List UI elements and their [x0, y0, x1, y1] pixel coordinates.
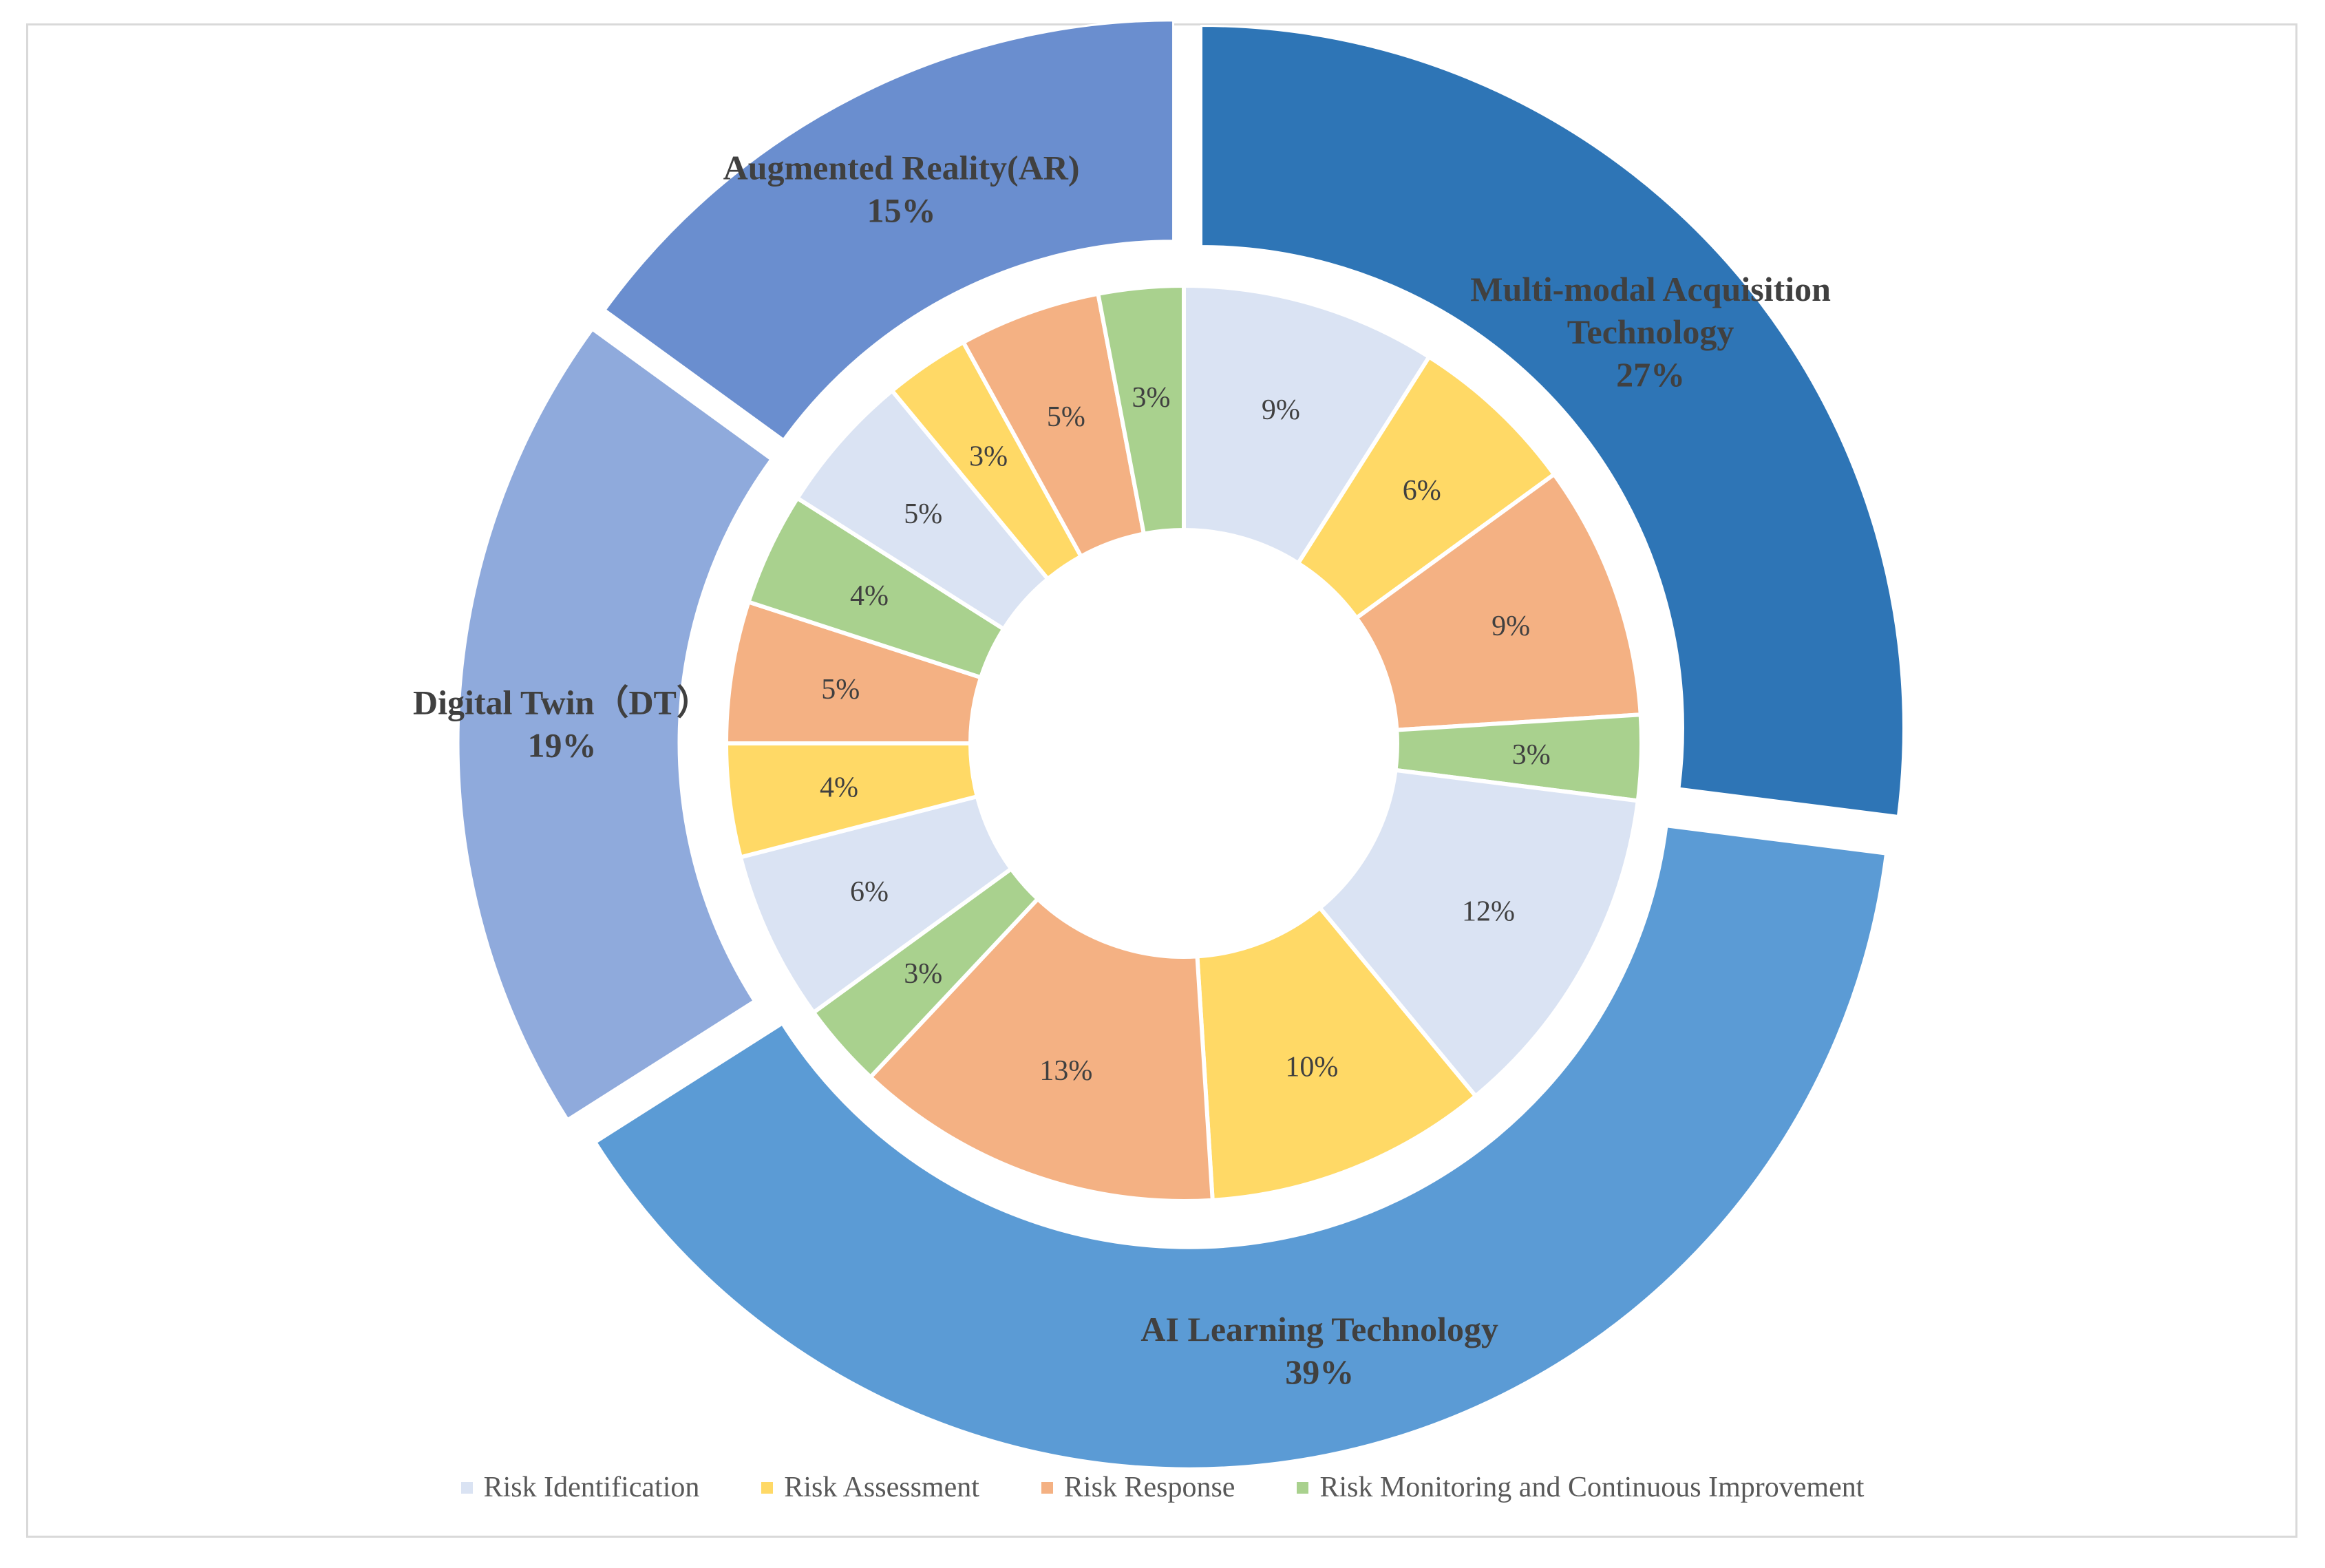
inner-slice-label: 5% [821, 674, 860, 706]
inner-slice-ai-learning-technology-risk-response [867, 896, 1215, 1204]
outer-slice-multi-modal-acquisition-technology [1200, 25, 1904, 818]
legend-item-risk-assessment: Risk Assessment [761, 1471, 979, 1504]
inner-slice-label: 4% [850, 580, 889, 612]
inner-slice-augmented-reality-ar-risk-monitoring-and-continuous-improvement [1095, 283, 1186, 536]
inner-slice-label: 3% [969, 441, 1008, 472]
inner-slice-label: 6% [1403, 475, 1441, 507]
legend-label: Risk Assessment [784, 1472, 979, 1503]
legend-item-risk-identification: Risk Identification [460, 1471, 700, 1504]
outer-slice-digital-twin-dt [457, 328, 772, 1121]
legend-swatch-risk-identification [460, 1481, 473, 1494]
inner-slice-multi-modal-acquisition-technology-risk-identification [1182, 283, 1432, 566]
legend-swatch-risk-assessment [761, 1481, 774, 1494]
inner-slice-ai-learning-technology-risk-identification [1317, 767, 1641, 1099]
outer-slice-percent: 27% [1616, 355, 1685, 394]
legend-label: Risk Identification [483, 1472, 700, 1503]
inner-slice-label: 4% [820, 772, 858, 803]
outer-slice-percent: 19% [527, 726, 596, 765]
inner-slice-label: 5% [904, 498, 942, 530]
outer-slice-label: Multi-modal Acquisition Technology 27% [1470, 270, 1831, 394]
inner-ring [723, 283, 1644, 1204]
legend-label: Risk Response [1063, 1472, 1235, 1503]
inner-slice-label: 10% [1285, 1052, 1338, 1083]
inner-slice-label: 6% [850, 876, 889, 908]
inner-slice-label: 9% [1491, 611, 1530, 642]
inner-slice-label: 5% [1047, 401, 1085, 433]
inner-slice-label: 3% [1512, 739, 1551, 771]
inner-slice-label: 9% [1262, 394, 1300, 426]
outer-slice-label: Augmented Reality(AR) 15% [723, 149, 1080, 230]
inner-slice-label: 3% [904, 958, 942, 990]
outer-slice-augmented-reality-ar [604, 19, 1175, 441]
legend-swatch-risk-monitoring [1297, 1481, 1309, 1494]
legend-item-risk-monitoring: Risk Monitoring and Continuous Improveme… [1297, 1471, 1864, 1504]
inner-slice-label: 12% [1462, 896, 1515, 927]
outer-slice-name: Augmented Reality(AR) [723, 149, 1080, 187]
outer-slice-label: Digital Twin（DT） 19% [413, 684, 711, 765]
inner-slice-ai-learning-technology-risk-assessment [1195, 904, 1479, 1203]
outer-ring-labels: Multi-modal Acquisition Technology 27% AI L… [413, 149, 1831, 1392]
outer-slice-name: AI Learning Technology [1140, 1310, 1498, 1348]
inner-slice-multi-modal-acquisition-technology-risk-response [1353, 471, 1643, 732]
inner-slice-label: 3% [1132, 382, 1170, 414]
inner-ring-labels: 9% 6% 9% 3% 12% 10% 13% 3% 6% 4% 5% 4% 5% 3% 5% 3% [820, 382, 1551, 1087]
outer-slice-label: AI Learning Technology 39% [1140, 1310, 1498, 1391]
legend-swatch-risk-response [1041, 1481, 1053, 1494]
outer-slice-ai-learning-technology [595, 825, 1887, 1470]
outer-ring [457, 19, 1904, 1470]
outer-slice-percent: 15% [867, 191, 936, 230]
legend-label: Risk Monitoring and Continuous Improveme… [1319, 1472, 1865, 1503]
outer-slice-percent: 39% [1285, 1353, 1354, 1391]
outer-slice-name: Multi-modal Acquisition [1470, 270, 1831, 308]
inner-slice-label: 13% [1039, 1055, 1092, 1087]
legend-item-risk-response: Risk Response [1041, 1471, 1235, 1504]
outer-slice-name: Digital Twin（DT） [413, 684, 711, 722]
outer-slice-name: Technology [1567, 312, 1734, 351]
legend: Risk Identification Risk Assessment Risk… [0, 1463, 2325, 1512]
